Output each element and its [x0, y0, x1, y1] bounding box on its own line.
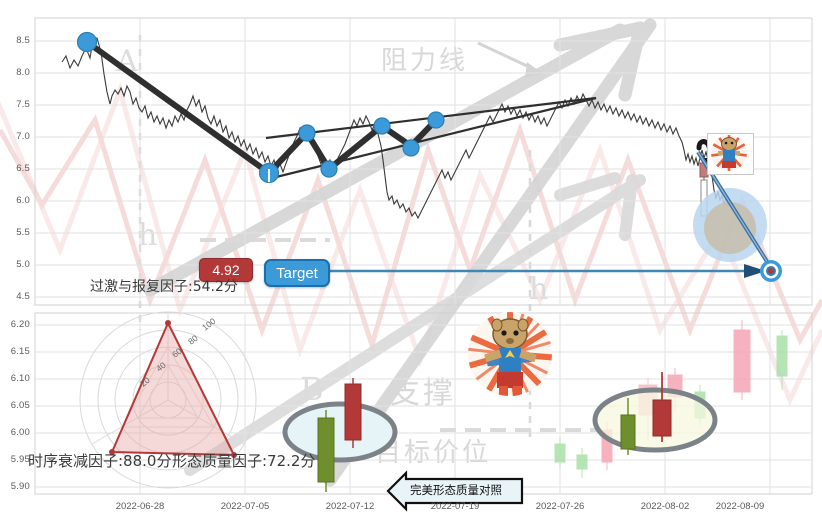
ytick-bot-1: 6.15 — [10, 346, 30, 357]
candle-left-bull — [317, 410, 335, 492]
mascot-thumbnail-box — [707, 133, 754, 175]
watermark-letter-h2: h — [529, 272, 549, 307]
pattern-nodes — [76, 31, 445, 184]
score-badge[interactable]: 4.92 — [199, 258, 253, 282]
xtick-4: 2022-07-26 — [535, 501, 585, 512]
ytick-bot-4: 6.00 — [10, 427, 30, 438]
ytick-top-3: 7.0 — [16, 131, 30, 142]
callout-label: 完美形态质量对照 — [410, 483, 502, 497]
svg-text:100: 100 — [200, 316, 218, 333]
watermark-resistance: 阻力线 — [381, 46, 469, 76]
factor-time-decay-label: 时序衰减因子:88.0分 — [28, 452, 172, 470]
ytick-bot-3: 6.05 — [10, 400, 30, 411]
ytick-top-5: 6.0 — [16, 195, 30, 206]
factor-overreaction-label: 过激与报复因子:54.2分 — [90, 279, 238, 295]
ytick-bot-5: 5.95 — [10, 454, 30, 465]
watermark-support: 支撑 — [390, 376, 456, 411]
ytick-top-7: 5.0 — [16, 259, 30, 270]
xtick-2: 2022-07-12 — [325, 501, 375, 512]
left-arrow-callout-icon — [386, 470, 524, 512]
superhero-mascot-icon — [711, 135, 747, 171]
ytick-bot-6: 5.90 — [10, 481, 30, 492]
xtick-3: 2022-07-19 — [430, 501, 480, 512]
ytick-bot-0: 6.20 — [10, 319, 30, 330]
radar-vertices — [109, 320, 237, 458]
candle-right-bull — [620, 398, 636, 455]
candle-right-bear — [652, 372, 672, 442]
ytick-top-1: 8.0 — [16, 67, 30, 78]
xtick-1: 2022-07-05 — [220, 501, 270, 512]
ytick-top-2: 7.5 — [16, 99, 30, 110]
factor-pattern-quality-label: 形态质量因子:72.2分 — [172, 452, 316, 470]
xtick-0: 2022-06-28 — [115, 501, 165, 512]
candle-left-bear — [344, 378, 362, 448]
radar-chart — [79, 311, 257, 489]
price-line — [61, 37, 729, 220]
radar-area — [110, 320, 236, 457]
watermark-letter-h1: h — [138, 218, 158, 253]
ytick-top-4: 6.5 — [16, 163, 30, 174]
xtick-6: 2022-08-09 — [715, 501, 765, 512]
target-badge[interactable]: Target — [264, 259, 330, 287]
ytick-top-0: 8.5 — [16, 35, 30, 46]
xtick-5: 2022-08-02 — [640, 501, 690, 512]
ytick-bot-2: 6.10 — [10, 373, 30, 384]
svg-text:80: 80 — [186, 333, 200, 347]
pattern-highlight-ellipse-left — [282, 401, 398, 463]
ytick-top-6: 5.5 — [16, 227, 30, 238]
target-arrow — [330, 264, 766, 278]
mascot-large-icon — [463, 312, 558, 407]
ytick-top-8: 4.5 — [16, 291, 30, 302]
